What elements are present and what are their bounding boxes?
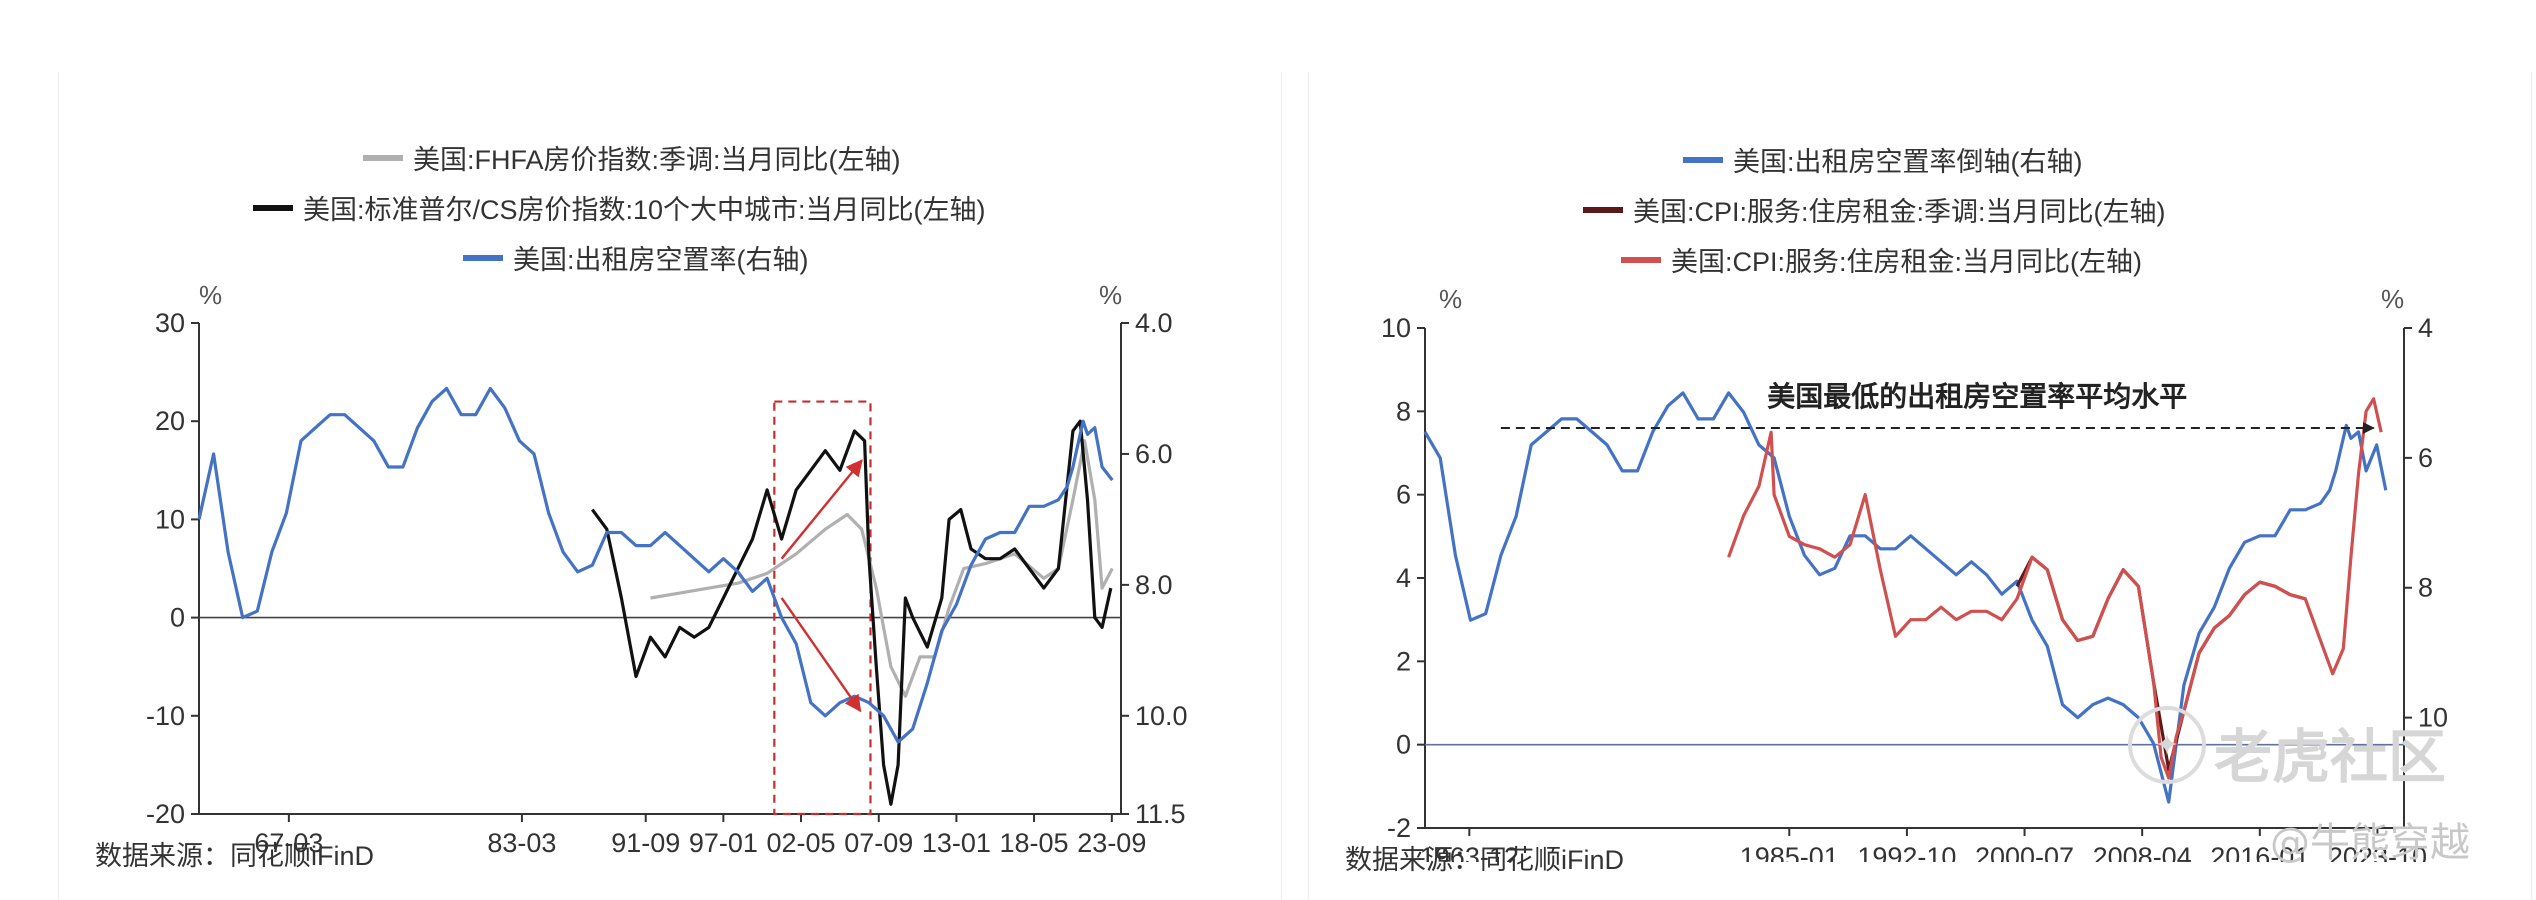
legend-item: 美国:CPI:服务:住房租金:季调:当月同比(左轴): [1583, 190, 2166, 229]
data-source: 数据来源：同花顺iFinD: [1345, 845, 1625, 875]
watermark-brand: 老虎社区: [2214, 723, 2447, 791]
y-tick-label: -2: [1387, 813, 1411, 843]
left-axis-unit: %: [199, 280, 223, 310]
y2-tick-label: 11.5: [1135, 799, 1186, 829]
legend-swatch: [1683, 156, 1723, 163]
data-source: 数据来源：同花顺iFinD: [95, 841, 375, 871]
y2-tick-label: 8: [2418, 573, 2433, 603]
y2-tick-label: 6.0: [1135, 439, 1173, 469]
series-line: [591, 419, 1113, 806]
y-tick-label: 20: [155, 406, 185, 436]
legend-swatch: [253, 204, 293, 211]
y-tick-label: 2: [1396, 646, 1411, 676]
y-tick-label: -20: [146, 799, 185, 829]
x-tick-label: 83-03: [487, 828, 556, 858]
legend-item: 美国:FHFA房价指数:季调:当月同比(左轴): [363, 138, 901, 177]
y2-tick-label: 8.0: [1135, 570, 1173, 600]
y-tick-label: 0: [1396, 730, 1411, 760]
legend-label: 美国:出租房空置率倒轴(右轴): [1733, 147, 2083, 177]
legend-swatch: [1621, 256, 1661, 263]
x-tick-label: 07-09: [844, 828, 913, 858]
trend-arrow: [780, 459, 863, 560]
y-tick-label: 30: [155, 308, 185, 338]
x-tick-label: 2023-10: [2328, 842, 2427, 862]
x-tick-label: 1985-01: [1740, 842, 1839, 862]
legend-swatch: [363, 154, 403, 161]
x-tick-label: 2016-01: [2210, 842, 2309, 862]
annotation-label: 美国最低的出租房空置率平均水平: [1767, 380, 2187, 412]
y-tick-label: 10: [1381, 313, 1411, 343]
x-tick-label: 1992-10: [1857, 842, 1956, 862]
left-axis-unit: %: [1439, 284, 1463, 314]
y-tick-label: -10: [146, 701, 185, 731]
y2-tick-label: 6: [2418, 443, 2433, 473]
series-line: [1423, 391, 2388, 804]
y2-tick-label: 10: [2418, 703, 2448, 733]
legend-item: 美国:CPI:服务:住房租金:当月同比(左轴): [1621, 240, 2142, 279]
right-axis-unit: %: [1099, 280, 1123, 310]
y-tick-label: 0: [170, 603, 185, 633]
y-tick-label: 10: [155, 504, 185, 534]
legend-label: 美国:CPI:服务:住房租金:当月同比(左轴): [1671, 247, 2142, 277]
chart-panel-left: 美国:FHFA房价指数:季调:当月同比(左轴) 美国:标准普尔/CS房价指数:1…: [58, 72, 1282, 900]
y2-tick-label: 4.0: [1135, 308, 1173, 338]
legend-item: 美国:出租房空置率(右轴): [463, 238, 808, 277]
chart-panel-right: 美国:出租房空置率倒轴(右轴) 美国:CPI:服务:住房租金:季调:当月同比(左…: [1308, 72, 2532, 900]
x-tick-label: 02-05: [766, 828, 835, 858]
legend-swatch: [463, 254, 503, 261]
watermark-author: @牛熊穿越: [2270, 820, 2470, 866]
legend-item: 美国:标准普尔/CS房价指数:10个大中城市:当月同比(左轴): [253, 188, 986, 227]
y-tick-label: 4: [1396, 563, 1411, 593]
x-tick-label: 18-05: [1000, 828, 1069, 858]
y2-tick-label: 10.0: [1135, 701, 1188, 731]
series-line: [650, 439, 1114, 698]
trend-arrow: [780, 597, 862, 713]
x-tick-label: 91-09: [611, 828, 680, 858]
x-tick-label: 1963-12: [1420, 842, 1519, 862]
tiger-logo-icon: ✦: [2128, 706, 2206, 784]
x-tick-label: 67-03: [254, 828, 323, 858]
legend-swatch: [1583, 206, 1623, 213]
series-line: [197, 386, 1114, 744]
x-tick-label: 2008-04: [2093, 842, 2192, 862]
y2-tick-label: 4: [2418, 313, 2433, 343]
x-tick-label: 13-01: [922, 828, 991, 858]
legend-label: 美国:出租房空置率(右轴): [513, 245, 809, 275]
right-axis-unit: %: [2381, 284, 2405, 314]
legend-label: 美国:CPI:服务:住房租金:季调:当月同比(左轴): [1633, 197, 2166, 227]
legend-label: 美国:标准普尔/CS房价指数:10个大中城市:当月同比(左轴): [303, 195, 986, 225]
x-tick-label: 23-09: [1077, 828, 1146, 858]
x-tick-label: 97-01: [689, 828, 758, 858]
chart-right-plot: 10 8 6 4 2 0 -2 4 6 8 10 1963-12 1985-01 1992-10 2000-…: [1381, 313, 2448, 862]
series-line: [1727, 397, 2383, 780]
legend-item: 美国:出租房空置率倒轴(右轴): [1683, 140, 2082, 179]
chart-left-plot: 30 20 10 0 -10 -20 4.0 6.0 8.0 10.0 11.5 67-03 83-03…: [146, 308, 1188, 858]
y-tick-label: 8: [1396, 396, 1411, 426]
legend-label: 美国:FHFA房价指数:季调:当月同比(左轴): [413, 145, 901, 175]
x-tick-label: 2000-07: [1975, 842, 2074, 862]
highlight-box: [773, 400, 872, 816]
y-tick-label: 6: [1396, 480, 1411, 510]
